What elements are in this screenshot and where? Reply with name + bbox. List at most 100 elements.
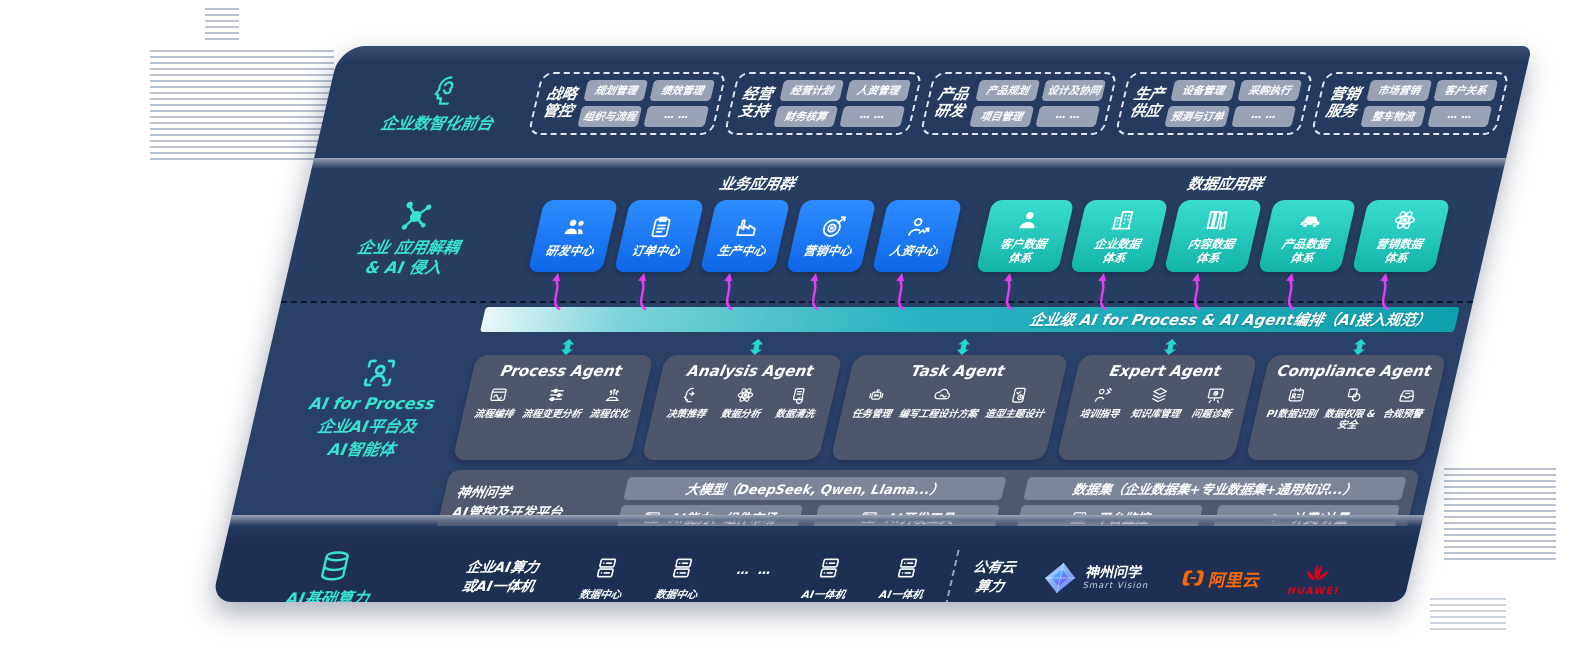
- card-rd-center: 研发中心: [527, 200, 619, 272]
- server-icon: [591, 555, 623, 581]
- server-icon: [667, 555, 699, 581]
- chip: 产品规划: [975, 79, 1041, 101]
- aliyun-logo: 阿里云: [1178, 565, 1264, 591]
- data-app-group: 数据应用群 客户数据 体系 企业数据 体系 内容数据 体系 产品数据 体系 营销数据 体系: [969, 173, 1457, 301]
- molecule-icon: [394, 197, 438, 233]
- architecture-panel: 企业数智化前台 战略 管控 规划管理 绩效管理 组织与流程 … … 经营 支持 经营…: [211, 46, 1532, 603]
- group-strategy: 战略 管控 规划管理 绩效管理 组织与流程 … …: [527, 71, 727, 135]
- card-marketing-data: 营销数据 体系: [1351, 200, 1451, 272]
- layer-app-decoupling: 企业 应用解耦 & AI 侵入 业务应用群 研发中心 订单中心 生产中心 营销中心…: [281, 169, 1504, 301]
- layer-divider: [311, 158, 1507, 169]
- front-office-label-block: 企业数智化前台: [342, 73, 542, 134]
- layers-icon: [1148, 385, 1173, 405]
- llm-bar: 大模型（DeepSeek, Qwen, Llama...）: [623, 477, 1007, 500]
- node-datacenter-2: 数据中心: [654, 555, 707, 602]
- card-production-center: 生产中心: [699, 200, 791, 272]
- cloud-wave-icon: [930, 385, 955, 405]
- huawei-logo: HUAWEI: [1286, 559, 1347, 597]
- node-ai-appliance-2: AI一体机: [878, 555, 932, 602]
- data-app-header: 数据应用群: [1185, 175, 1265, 193]
- group-title: 营销 服务: [1324, 84, 1363, 120]
- expert-agent-box: Expert Agent 培训指导 知识库管理 问题诊断: [1056, 355, 1258, 460]
- atom-icon: [733, 385, 758, 405]
- node-datacenter-1: 数据中心: [578, 555, 631, 602]
- team-icon: [559, 214, 591, 240]
- agent-item: 编写工程设计方案: [898, 385, 985, 420]
- chip: 设计及协同: [1041, 79, 1107, 101]
- agent-item: 流程变更分析: [521, 385, 588, 420]
- double-arrow-icon: [747, 339, 765, 355]
- compute-label-block: AI基础算力: [232, 548, 432, 603]
- card-order-center: 订单中心: [613, 200, 705, 272]
- agent-item: 数据清洗: [774, 385, 821, 420]
- compliance-agent-box: Compliance Agent PI数据识别 数据权限 & 安全 合规预警: [1245, 355, 1447, 460]
- chip: 市场营销: [1366, 79, 1432, 101]
- layer-divider: [229, 515, 1424, 526]
- person-icon: [1013, 207, 1045, 233]
- agent-item: 合规预警: [1382, 385, 1429, 420]
- card-product-data: 产品数据 体系: [1257, 200, 1357, 272]
- agent-item: 培训指导: [1078, 385, 1125, 420]
- agent-item: 流程优化: [588, 385, 635, 420]
- public-cloud-label: 公有云 算力: [971, 560, 1017, 595]
- analysis-agent-box: Analysis Agent 决策推荐 数据分析 数据清洗: [641, 355, 843, 460]
- node-ellipsis: … …: [735, 562, 776, 578]
- double-arrow-icon: [558, 339, 576, 355]
- agent-item: 造型主题设计: [984, 385, 1051, 420]
- group-marketing-service: 营销 服务 市场营销 客户关系 整车物流 … …: [1310, 71, 1511, 135]
- chip: 人资管理: [845, 79, 911, 101]
- agent-item: 流程编排: [473, 385, 520, 420]
- chip: … …: [1035, 105, 1101, 127]
- ai-orchestration-bar: 企业级 AI for Process & AI Agent编排（AI接入规范）: [479, 307, 1460, 332]
- app-layer-label-block: 企业 应用解耦 & AI 侵入: [303, 173, 519, 301]
- card-hr-center: 人资中心: [871, 200, 963, 272]
- smart-vision-logo: 神州问学 Smart Vision: [1039, 561, 1155, 595]
- chip: 客户关系: [1433, 79, 1499, 101]
- chip: 绩效管理: [649, 79, 716, 101]
- chip: … …: [1231, 105, 1297, 127]
- head-arrow-icon: [678, 385, 703, 405]
- smart-vision-diamond-icon: [1044, 562, 1076, 594]
- agent-item: 数据分析: [720, 385, 767, 420]
- optimize-icon: [601, 385, 626, 405]
- agent-item: 知识库管理: [1130, 385, 1187, 420]
- chip: 采购执行: [1237, 79, 1303, 101]
- agent-item: 问题诊断: [1190, 385, 1237, 420]
- ai-layer-label-line1: AI for Process: [307, 394, 438, 413]
- double-arrow-icon: [955, 339, 973, 355]
- chip: 整车物流: [1360, 105, 1426, 127]
- agent-item: 任务管理: [851, 385, 898, 420]
- business-app-header: 业务应用群: [717, 175, 797, 193]
- doc-refresh-icon: [787, 385, 812, 405]
- agent-item: 决策推荐: [665, 385, 712, 420]
- server-icon: [814, 555, 846, 581]
- server-icon: [891, 555, 923, 581]
- chip: 项目管理: [969, 105, 1035, 127]
- card-customer-data: 客户数据 体系: [975, 200, 1075, 272]
- group-title: 生产 供应: [1128, 84, 1167, 120]
- person-growth-icon: [903, 214, 935, 240]
- layer-ai-platform: AI for Process 企业AI平台及 AI智能体 Process Age…: [231, 339, 1464, 537]
- id-card-icon: [1284, 385, 1309, 405]
- database-icon: [313, 548, 357, 584]
- robot-icon: [864, 385, 889, 405]
- platform-label-line1: 神州问学: [454, 484, 513, 501]
- decor-stripes-right: [1444, 468, 1556, 564]
- double-arrow-icon: [1351, 339, 1369, 355]
- dashed-divider: [944, 550, 960, 602]
- front-office-label: 企业数智化前台: [379, 113, 496, 133]
- ai-layer-label-line3: AI智能体: [326, 440, 398, 459]
- clipboard-icon: [645, 214, 677, 240]
- enterprise-ai-compute-label: 企业AI算力 或AI一体机: [460, 560, 541, 595]
- huawei-flower-icon: [1307, 564, 1330, 581]
- trainer-icon: [1092, 385, 1117, 405]
- atom-icon: [1389, 207, 1421, 233]
- compute-label: AI基础算力: [284, 588, 371, 603]
- chip: … …: [839, 105, 905, 127]
- person-scan-icon: [357, 355, 401, 391]
- target-icon: [817, 214, 849, 240]
- sliders-icon: [544, 385, 569, 405]
- front-office-groups: 战略 管控 规划管理 绩效管理 组织与流程 … … 经营 支持 经营计划 人资管理 …: [527, 71, 1511, 135]
- books-icon: [1201, 207, 1233, 233]
- card-marketing-center: 营销中心: [785, 200, 877, 272]
